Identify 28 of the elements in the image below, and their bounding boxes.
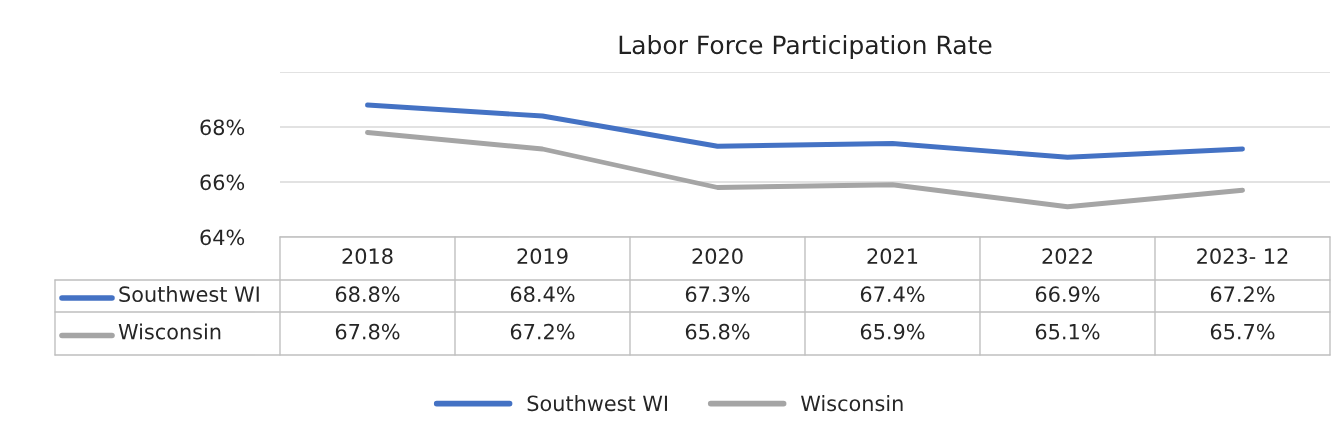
line-series [365, 102, 1245, 160]
data-label: 67.2% [1210, 286, 1275, 303]
data-label: 65.8% [685, 323, 750, 340]
text: Southwest WI [527, 395, 668, 412]
text: Wisconsin [800, 395, 903, 412]
y-tick-label: 66% [200, 174, 245, 191]
data-label: 65.9% [860, 323, 925, 340]
x-tick-label: 2020 [692, 248, 743, 265]
y-tick-label: 64% [200, 229, 245, 246]
x-tick-label: 2018 [342, 248, 393, 265]
x-tick-label: 2021 [867, 248, 918, 265]
legend-label: Wisconsin [118, 323, 221, 340]
data-label: 67.3% [685, 286, 750, 303]
data-label: 67.4% [860, 286, 925, 303]
line-series [365, 130, 1245, 210]
x-tick-label: 2022 [1042, 248, 1092, 265]
data-label: 67.2% [510, 323, 575, 340]
chart-title: Labor Force Participation Rate [619, 34, 992, 60]
data-label: 67.8% [335, 323, 400, 340]
data-label: 68.4% [510, 286, 575, 303]
data-label: 65.7% [1210, 323, 1275, 340]
x-tick-label: 2023- 12 [1197, 248, 1288, 265]
legend-label: Southwest WI [119, 285, 259, 303]
y-tick-label: 68% [200, 119, 245, 136]
x-tick-label: 2019 [517, 248, 568, 265]
data-label: 65.1% [1035, 323, 1100, 340]
data-label: 66.9% [1035, 286, 1100, 303]
data-label: 68.8% [335, 286, 400, 303]
